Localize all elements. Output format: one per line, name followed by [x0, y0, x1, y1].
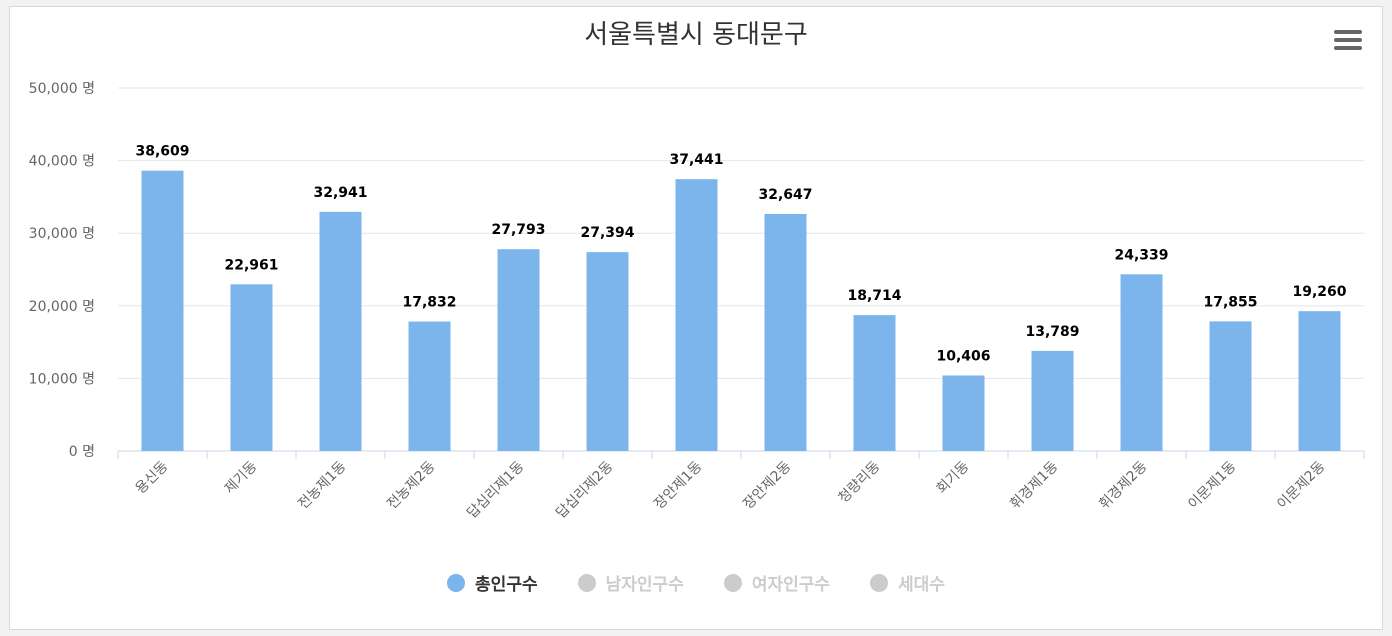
legend-dot-icon: [577, 573, 596, 592]
x-tick-label: 답십리제2동: [553, 458, 616, 521]
bar[interactable]: [319, 211, 362, 451]
data-label: 13,789: [1025, 324, 1079, 340]
bar[interactable]: [764, 213, 807, 451]
bar[interactable]: [675, 179, 718, 451]
data-label: 17,832: [402, 295, 456, 311]
legend-dot-icon: [723, 573, 742, 592]
data-label: 37,441: [669, 152, 723, 168]
legend-label: 여자인구수: [751, 575, 831, 595]
data-label: 32,941: [313, 185, 367, 201]
bar[interactable]: [942, 375, 985, 451]
bar[interactable]: [586, 252, 629, 451]
data-label: 18,714: [847, 288, 901, 304]
x-tick-label: 전농제1동: [295, 458, 349, 512]
bar[interactable]: [853, 315, 896, 451]
legend-label: 남자인구수: [605, 575, 684, 595]
data-label: 17,855: [1203, 294, 1257, 310]
bar[interactable]: [230, 284, 273, 451]
x-tick-label: 답십리제1동: [464, 458, 527, 521]
x-tick-label: 전농제2동: [384, 458, 438, 512]
x-tick-label: 제기동: [222, 458, 261, 497]
bar[interactable]: [141, 170, 184, 451]
bar[interactable]: [1209, 321, 1252, 451]
legend-dot-icon: [870, 573, 889, 592]
x-tick-label: 장안제2동: [740, 458, 794, 512]
bar[interactable]: [1031, 350, 1074, 451]
x-tick-label: 이문제2동: [1274, 458, 1328, 512]
bar[interactable]: [497, 249, 540, 451]
chart-title: 서울특별시 동대문구: [584, 20, 808, 50]
bar[interactable]: [408, 321, 451, 451]
data-label: 10,406: [936, 348, 990, 364]
x-tick-label: 휘경제2동: [1096, 458, 1150, 512]
y-tick-label: 40,000 명: [29, 154, 95, 170]
x-tick-label: 청량리동: [836, 458, 884, 506]
y-tick-label: 20,000 명: [29, 299, 95, 315]
x-tick-label: 이문제1동: [1185, 458, 1239, 512]
bar[interactable]: [1120, 274, 1163, 451]
x-tick-label: 용신동: [133, 458, 172, 497]
legend-item[interactable]: 총인구수: [447, 570, 538, 595]
data-label: 19,260: [1292, 284, 1346, 300]
data-label: 38,609: [135, 144, 189, 160]
x-tick-label: 장안제1동: [651, 458, 705, 512]
data-label: 27,394: [580, 225, 634, 241]
legend-item[interactable]: 여자인구수: [723, 570, 831, 595]
data-label: 27,793: [491, 222, 545, 238]
legend-label: 총인구수: [475, 575, 538, 595]
y-tick-label: 50,000 명: [29, 81, 95, 97]
legend-item[interactable]: 남자인구수: [577, 570, 684, 595]
chart-legend: 총인구수 남자인구수 여자인구수 세대수: [0, 570, 1392, 595]
legend-label: 세대수: [898, 575, 945, 595]
data-label: 24,339: [1114, 247, 1168, 263]
legend-dot-icon: [447, 573, 466, 592]
y-tick-label: 30,000 명: [29, 226, 95, 242]
data-label: 22,961: [224, 257, 278, 273]
x-tick-label: 휘경제1동: [1007, 458, 1061, 512]
y-tick-label: 10,000 명: [29, 371, 95, 387]
legend-item[interactable]: 세대수: [870, 570, 945, 595]
hamburger-menu-icon[interactable]: [1334, 30, 1362, 52]
y-tick-label: 0 명: [69, 444, 95, 460]
x-tick-label: 회기동: [934, 458, 973, 497]
bar[interactable]: [1298, 311, 1341, 451]
data-label: 32,647: [758, 187, 812, 203]
